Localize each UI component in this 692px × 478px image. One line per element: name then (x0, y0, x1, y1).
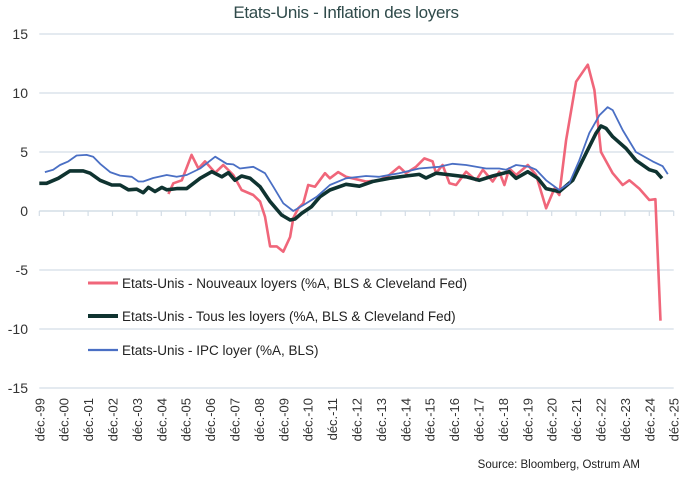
x-tick-label: déc.-23 (618, 398, 633, 441)
x-tick-label: déc.-11 (325, 398, 340, 440)
y-tick-label: 0 (20, 203, 28, 219)
x-tick-label: déc.-08 (252, 398, 267, 441)
x-tick-label: déc.-12 (350, 398, 365, 441)
x-tick-label: déc.-25 (667, 398, 682, 441)
x-tick-label: déc.-07 (228, 398, 243, 441)
series-line (167, 63, 662, 321)
x-tick-label: déc.-20 (545, 398, 560, 441)
y-tick-label: -15 (8, 380, 28, 396)
x-tick-label: déc.-19 (520, 398, 535, 441)
legend-label: Etats-Unis - IPC loyer (%A, BLS) (122, 343, 319, 358)
x-tick-label: déc.-06 (203, 398, 218, 441)
x-tick-label: déc.-01 (81, 398, 96, 441)
y-tick-label: 5 (20, 144, 28, 160)
x-tick-label: déc.-05 (179, 398, 194, 441)
x-tick-label: déc.-99 (32, 398, 47, 441)
legend-label: Etats-Unis - Nouveaux loyers (%A, BLS & … (122, 276, 467, 291)
y-tick-label: -5 (16, 262, 29, 278)
y-tick-label: -10 (8, 321, 28, 337)
x-tick-label: déc.-04 (154, 398, 169, 441)
x-tick-label: déc.-15 (423, 398, 438, 441)
x-tick-label: déc.-10 (301, 398, 316, 441)
x-tick-label: déc.-22 (594, 398, 609, 441)
series-line (39, 124, 664, 222)
legend-label: Etats-Unis - Tous les loyers (%A, BLS & … (122, 309, 456, 324)
source-note: Source: Bloomberg, Ostrum AM (477, 459, 640, 471)
x-tick-label: déc.-17 (472, 398, 487, 441)
x-tick-label: déc.-16 (447, 398, 462, 441)
x-tick-label: déc.-02 (106, 398, 121, 441)
chart-title: Etats-Unis - Inflation des loyers (233, 3, 459, 22)
x-tick-label: déc.-09 (276, 398, 291, 441)
x-tick-label: déc.-00 (57, 398, 72, 441)
x-tick-label: déc.-21 (569, 398, 584, 441)
series-line (44, 106, 669, 212)
x-tick-label: déc.-24 (642, 398, 657, 441)
x-tick-label: déc.-14 (398, 398, 413, 441)
y-tick-label: 10 (12, 85, 28, 101)
x-tick-label: déc.-18 (496, 398, 511, 441)
y-tick-label: 15 (12, 26, 28, 42)
x-tick-label: déc.-03 (130, 398, 145, 441)
x-tick-label: déc.-13 (374, 398, 389, 441)
